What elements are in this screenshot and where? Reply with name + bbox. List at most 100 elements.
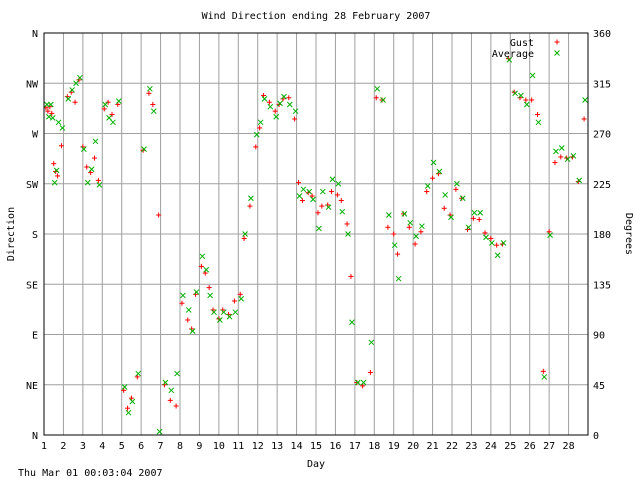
gust-point xyxy=(395,251,401,257)
average-point xyxy=(277,100,283,107)
average-point xyxy=(46,113,52,120)
average-point xyxy=(185,307,192,313)
gust-point xyxy=(185,317,191,323)
average-point xyxy=(448,214,454,221)
gust-point xyxy=(272,108,278,114)
average-point xyxy=(349,319,355,326)
average-point xyxy=(368,339,375,346)
x-tick-label: 16 xyxy=(329,441,341,452)
gust-point xyxy=(309,193,315,199)
left-tick-label: W xyxy=(32,130,39,141)
x-tick-label: 12 xyxy=(252,441,264,452)
right-tick-label: 270 xyxy=(593,130,611,141)
gust-point xyxy=(231,298,237,304)
right-tick-label: 45 xyxy=(593,381,605,392)
average-point xyxy=(506,56,513,63)
right-axis: 0 45 90 135 180 225 270 315 360 xyxy=(593,29,611,442)
left-tick-label: NE xyxy=(26,381,38,392)
gust-point xyxy=(523,97,529,103)
average-point xyxy=(345,231,351,237)
average-point xyxy=(286,101,293,108)
right-tick-label: 360 xyxy=(593,29,611,40)
average-point xyxy=(55,119,62,126)
gust-point xyxy=(412,241,418,247)
average-point xyxy=(386,212,392,218)
left-tick-label: E xyxy=(32,331,38,342)
x-tick-label: 25 xyxy=(504,441,516,452)
gust-point xyxy=(115,101,121,107)
x-tick-label: 4 xyxy=(99,441,105,452)
average-point xyxy=(257,119,264,126)
gust-point xyxy=(292,116,298,122)
average-point xyxy=(296,193,303,199)
average-point xyxy=(115,98,122,104)
average-point xyxy=(65,96,72,102)
x-tick-label: 22 xyxy=(446,441,458,452)
x-tick-label: 3 xyxy=(80,441,86,452)
gust-point xyxy=(128,395,134,401)
gust-point xyxy=(146,90,152,96)
x-tick-label: 11 xyxy=(232,441,244,452)
average-point xyxy=(49,115,56,121)
average-point xyxy=(335,180,342,187)
average-point xyxy=(110,119,116,126)
average-point xyxy=(582,97,588,103)
average-point xyxy=(325,204,332,211)
average-point xyxy=(135,370,142,377)
gust-point xyxy=(534,112,540,118)
left-tick-label: NW xyxy=(26,79,39,90)
gust-point xyxy=(315,210,321,216)
gust-point xyxy=(58,143,64,149)
gust-point xyxy=(418,229,424,235)
gust-point xyxy=(109,112,115,118)
right-tick-label: 315 xyxy=(593,79,611,90)
average-point xyxy=(339,208,346,215)
gust-point xyxy=(45,108,51,114)
average-point xyxy=(226,313,233,320)
gust-point xyxy=(299,198,305,203)
x-tick-label: 24 xyxy=(485,441,497,452)
gust-point xyxy=(344,221,350,227)
average-point xyxy=(535,119,542,126)
average-point xyxy=(150,108,157,115)
gust-point xyxy=(241,235,247,241)
average-point xyxy=(180,292,186,299)
gust-point xyxy=(156,212,162,218)
average-point xyxy=(129,398,136,405)
average-point xyxy=(92,138,99,145)
average-point xyxy=(576,177,583,184)
gust-point xyxy=(206,285,212,291)
gust-point xyxy=(424,189,430,195)
gust-point xyxy=(105,99,111,105)
gust-point xyxy=(72,99,78,105)
gust-point xyxy=(202,270,208,276)
left-tick-label: SE xyxy=(26,280,38,291)
average-point xyxy=(306,188,313,195)
average-point xyxy=(168,387,175,394)
x-tick-label: 2 xyxy=(60,441,66,452)
chart-title: Wind Direction ending 28 February 2007 xyxy=(202,11,431,22)
gust-point xyxy=(379,97,385,103)
average-point xyxy=(156,428,163,435)
average-point xyxy=(316,225,322,232)
plot-frame xyxy=(43,32,589,436)
gust-point xyxy=(529,97,535,103)
x-tick-label: 23 xyxy=(465,441,477,452)
right-tick-label: 135 xyxy=(593,280,611,291)
average-point xyxy=(442,192,449,198)
gust-point xyxy=(453,186,459,192)
x-tick-label: 26 xyxy=(524,441,536,452)
right-tick-label: 180 xyxy=(593,230,611,241)
average-point xyxy=(459,195,466,202)
average-point xyxy=(424,183,431,189)
x-tick-label: 6 xyxy=(138,441,144,452)
average-point xyxy=(203,266,210,273)
average-point xyxy=(523,101,530,108)
average-point xyxy=(553,148,559,155)
average-point xyxy=(471,209,478,216)
left-tick-label: N xyxy=(32,29,38,40)
average-point xyxy=(401,211,408,217)
x-tick-label: 19 xyxy=(388,441,400,452)
average-point xyxy=(238,295,245,302)
grid xyxy=(43,32,588,436)
